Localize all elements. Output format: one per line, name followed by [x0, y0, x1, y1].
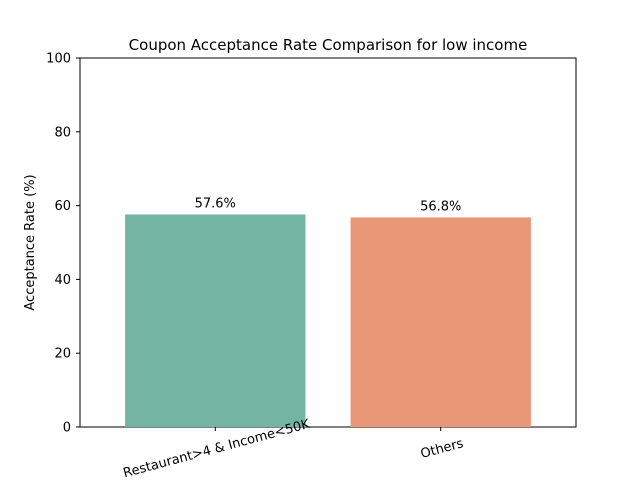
bar	[350, 217, 531, 427]
chart-title: Coupon Acceptance Rate Comparison for lo…	[129, 36, 528, 54]
labels-layer: 57.6% 56.8%	[195, 196, 462, 214]
y-axis-label: Acceptance Rate (%)	[23, 174, 38, 310]
axes-layer: Acceptance Rate (%)	[23, 57, 577, 428]
plot-frame	[79, 57, 577, 428]
bar-value-label: 57.6%	[195, 196, 236, 211]
title-layer: Coupon Acceptance Rate Comparison for lo…	[129, 36, 528, 54]
y-tick-label: 0	[63, 421, 71, 436]
y-tick-label: 100	[46, 52, 71, 67]
x-tick-label: Others	[419, 436, 465, 462]
y-tick-label: 40	[54, 273, 71, 288]
bar	[125, 214, 306, 427]
y-ticks-layer: 0 20 40 60 80 100	[46, 52, 80, 436]
bar-value-label: 56.8%	[420, 199, 461, 214]
y-tick-label: 80	[54, 125, 71, 140]
bars-layer	[125, 214, 531, 427]
y-tick-label: 60	[54, 199, 71, 214]
y-tick-label: 20	[54, 347, 71, 362]
